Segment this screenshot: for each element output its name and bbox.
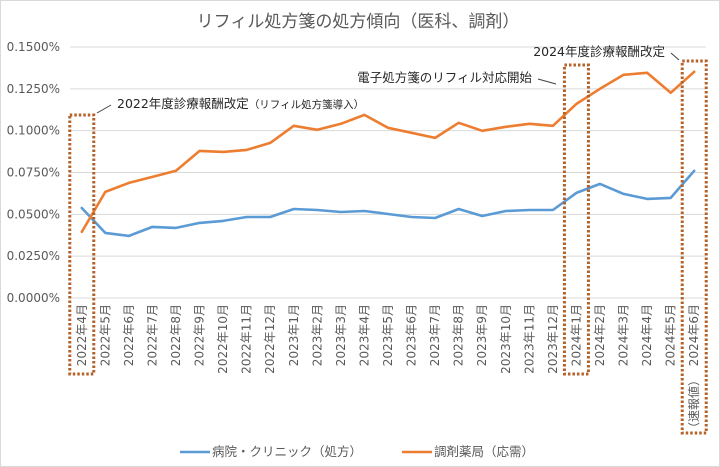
x-tick-label: 2022年9月 (193, 304, 207, 366)
y-tick-label: 0.1250% (7, 82, 60, 96)
legend-label: 病院・クリニック（処方） (212, 444, 362, 459)
x-tick-label: 2023年1月 (287, 304, 301, 366)
x-tick-label: 2023年11月 (522, 304, 536, 374)
annotations: 2022年度診療報酬改定（リフィル処方箋導入）電子処方箋のリフィル対応開始202… (96, 44, 680, 114)
chart-title: リフィル処方箋の処方傾向（医科、調剤） (197, 12, 520, 32)
annotation-2024-revision: 2024年度診療報酬改定 (533, 44, 665, 59)
x-tick-label: 2023年5月 (381, 304, 395, 366)
x-tick-label: 2022年10月 (216, 304, 230, 374)
x-axis-ticks: 2022年4月 2022年5月 2022年6月 2022年7月 2022年8月 2022年… (75, 304, 701, 434)
x-tick-label: 2023年12月 (546, 304, 560, 374)
annotation-leader (96, 104, 112, 114)
series-lines (80, 70, 696, 238)
legend-label: 調剤薬局（応需） (434, 444, 534, 459)
annotation-2022-revision: 2022年度診療報酬改定（リフィル処方箋導入） (117, 96, 364, 111)
x-tick-label: 2022年11月 (240, 304, 254, 374)
x-tick-label: 2024年4月 (640, 304, 654, 366)
x-tick-label: 2022年7月 (145, 304, 159, 366)
x-tick-label: 2023年2月 (310, 304, 324, 366)
y-axis-ticks: 0.0000% 0.0250% 0.0500% 0.0750% 0.1000% 0.125… (7, 40, 60, 305)
highlight-boxes (68, 59, 708, 435)
y-tick-label: 0.0500% (7, 207, 60, 221)
x-tick-label: 2024年3月 (617, 304, 631, 366)
highlight-box-2022-revision (68, 113, 96, 376)
x-tick-note: （速報値） (686, 374, 701, 434)
legend: 病院・クリニック（処方） 調剤薬局（応需） (180, 444, 534, 459)
x-tick-label: 2022年8月 (169, 304, 183, 366)
annotation-leader (670, 52, 680, 61)
annotation-label: 2022年度診療報酬改定 (117, 96, 249, 111)
x-tick-label: 2024年5月 (664, 304, 678, 366)
annotation-sublabel: （リフィル処方箋導入） (249, 98, 364, 111)
x-tick-label: 2022年4月 (75, 304, 89, 366)
annotation-leader (537, 78, 557, 85)
y-tick-label: 0.0000% (7, 291, 60, 305)
y-tick-label: 0.1500% (7, 40, 60, 54)
x-tick-label: 2023年7月 (428, 304, 442, 366)
x-tick-label: 2023年8月 (452, 304, 466, 366)
x-tick-label: 2023年10月 (499, 304, 513, 374)
x-tick-label: 2023年6月 (405, 304, 419, 366)
x-tick-label: 2023年4月 (357, 304, 371, 366)
y-tick-label: 0.1000% (7, 124, 60, 138)
y-tick-label: 0.0750% (7, 166, 60, 180)
annotation-e-prescription: 電子処方箋のリフィル対応開始 (357, 70, 532, 85)
series-line-pharmacy (80, 70, 696, 234)
x-tick-label: 2024年2月 (593, 304, 607, 366)
x-tick-label: 2024年6月 (687, 304, 701, 366)
y-tick-label: 0.0250% (7, 249, 60, 263)
x-tick-label: 2022年12月 (263, 304, 277, 374)
x-tick-label: 2023年3月 (334, 304, 348, 366)
series-line-hospital-clinic (80, 169, 696, 238)
x-tick-label: 2024年1月 (569, 304, 583, 366)
x-tick-label: 2022年6月 (122, 304, 136, 366)
x-tick-label: 2023年9月 (475, 304, 489, 366)
x-tick-label: 2022年5月 (98, 304, 112, 366)
